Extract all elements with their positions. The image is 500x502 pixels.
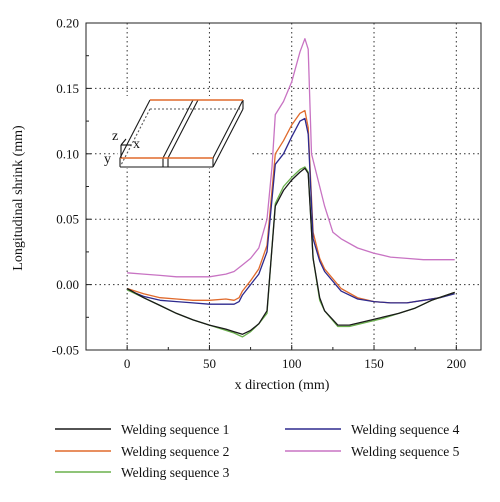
inset-axis-label: x [133,137,140,152]
y-tick-label: 0.15 [56,81,79,96]
inset-edge [119,99,151,159]
y-tick-label: 0.20 [56,16,79,31]
y-tick-label: -0.05 [52,343,79,358]
legend-label: Welding sequence 2 [121,444,229,459]
y-tick-label: 0.05 [56,212,79,227]
y-tick-label: 0.10 [56,146,79,161]
x-tick-label: 100 [282,356,302,371]
series-line [126,117,455,305]
inset-background [118,96,250,168]
x-tick-label: 150 [364,356,384,371]
y-axis-label: Longitudinal shrink (mm) [11,125,26,271]
x-tick-label: 50 [203,356,216,371]
inset-axis-label: y [104,152,111,167]
inset-z-axis [120,138,127,146]
axis-ticks: 0 50 100 150 200 -0.05 0.00 0.05 0.10 0.15 0.20 [52,16,466,372]
inset-edge [212,108,244,168]
inset-edge [212,99,244,159]
series-line [126,167,455,335]
legend-label: Welding sequence 3 [121,465,230,480]
legend: Welding sequence 1 Welding sequence 2 Weld… [55,422,460,480]
inset-edge [119,108,151,168]
x-axis-label: x direction (mm) [235,378,330,393]
inset-edge [167,99,199,159]
series-lines [126,38,455,338]
legend-label: Welding sequence 4 [351,422,460,437]
legend-label: Welding sequence 1 [121,422,229,437]
x-tick-label: 0 [124,356,131,371]
inset-edge [162,99,194,159]
legend-label: Welding sequence 5 [351,444,460,459]
y-tick-label: 0.00 [56,277,79,292]
series-line [127,38,455,278]
inset-axis-label: z [112,129,118,144]
specimen-inset: zx y [104,96,250,168]
x-tick-label: 200 [447,356,467,371]
